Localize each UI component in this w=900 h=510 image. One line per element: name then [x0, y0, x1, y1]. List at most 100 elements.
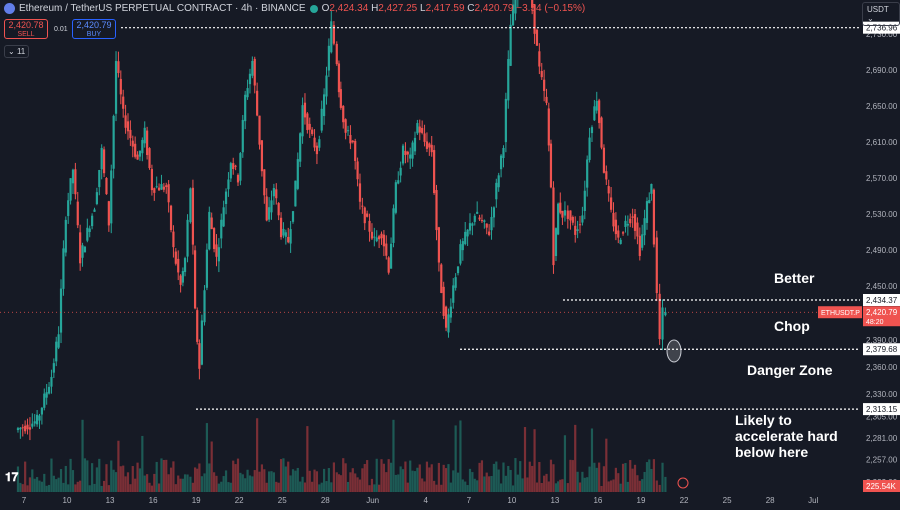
- volume-bar: [605, 438, 608, 492]
- volume-bar: [260, 464, 264, 492]
- volume-bar: [95, 467, 98, 492]
- volume-bar: [549, 459, 553, 492]
- candle-body: [409, 154, 412, 159]
- candle-body: [378, 236, 381, 240]
- candle-body: [332, 25, 336, 44]
- candle-body: [502, 148, 505, 159]
- volume-bar: [437, 462, 441, 492]
- volume-bar: [215, 475, 218, 492]
- volume-bar: [540, 482, 543, 492]
- volume-bar: [294, 470, 297, 492]
- volume-bar: [229, 482, 232, 492]
- candle-body: [485, 223, 488, 228]
- candle-body: [456, 266, 460, 274]
- currency-label: USDT: [867, 5, 889, 14]
- candle-body: [157, 187, 161, 191]
- candle-body: [658, 293, 661, 340]
- candle-body: [540, 71, 543, 78]
- candle-body: [227, 179, 230, 190]
- candle-body: [421, 127, 424, 133]
- candle-body: [349, 134, 352, 144]
- candle-body: [272, 188, 275, 197]
- symbol-tag: ETHUSDT.P: [821, 310, 860, 317]
- candle-body: [79, 232, 82, 264]
- volume-bar: [433, 480, 436, 492]
- volume-bar: [418, 464, 421, 492]
- candle-body: [361, 205, 364, 207]
- volume-bar: [318, 484, 321, 492]
- candle-body: [664, 312, 667, 316]
- volume-bar: [488, 476, 491, 492]
- candle-body: [633, 214, 637, 231]
- buy-label: BUY: [86, 31, 102, 38]
- volume-bar: [67, 484, 70, 492]
- buy-button[interactable]: 2,420.79 BUY: [72, 19, 116, 39]
- volume-bar: [349, 472, 352, 492]
- volume-bar: [83, 458, 87, 492]
- volume-bar: [52, 475, 55, 492]
- candle-body: [614, 219, 617, 235]
- volume-bar: [435, 484, 438, 492]
- volume-bar: [177, 475, 180, 492]
- candle-body: [291, 211, 295, 222]
- volume-bar: [416, 467, 419, 492]
- candle-body: [131, 140, 134, 147]
- candle-body: [196, 310, 199, 342]
- volume-bar: [533, 429, 536, 492]
- volume-bar: [449, 482, 452, 492]
- volume-bar: [330, 482, 333, 492]
- volume-bar: [88, 485, 91, 492]
- candle-body: [177, 258, 180, 273]
- volume-bar: [583, 477, 586, 492]
- volume-bar: [277, 482, 280, 492]
- volume-bar: [652, 459, 656, 492]
- candle-body: [313, 137, 316, 148]
- indicators-count: 11: [16, 47, 26, 56]
- volume-bar: [265, 482, 268, 492]
- candle-body: [172, 231, 175, 248]
- x-tick-label: 25: [723, 496, 732, 505]
- volume-bar: [519, 461, 522, 492]
- tradingview-logo-icon[interactable]: 𝟏𝟕: [5, 470, 19, 484]
- indicators-toggle[interactable]: ⌄ 11: [4, 45, 30, 58]
- volume-bar: [150, 485, 154, 492]
- candle-body: [203, 290, 206, 323]
- candle-body: [476, 211, 479, 214]
- candle-body: [275, 189, 278, 199]
- candle-body: [337, 63, 341, 93]
- candle-body: [222, 207, 225, 227]
- volume-bar: [411, 470, 414, 492]
- sell-button[interactable]: 2,420.78 SELL: [4, 19, 48, 39]
- candle-body: [296, 159, 299, 189]
- volume-bar: [160, 458, 163, 492]
- candle-body: [323, 94, 326, 117]
- candle-body: [533, 4, 536, 34]
- volume-bar: [212, 472, 216, 492]
- candle-body: [193, 250, 197, 309]
- x-tick-label: 10: [507, 496, 516, 505]
- annotation-chop: Chop: [774, 318, 810, 334]
- volume-bar: [459, 420, 462, 492]
- candle-body: [471, 223, 474, 226]
- volume-bar: [279, 459, 283, 492]
- volume-bar: [502, 462, 505, 492]
- candle-body: [270, 200, 273, 213]
- x-tick-label: 13: [106, 496, 115, 505]
- volume-bar: [81, 419, 84, 492]
- candle-body: [490, 217, 493, 231]
- candle-body: [303, 102, 307, 118]
- symbol-title[interactable]: Ethereum / TetherUS PERPETUAL CONTRACT ·…: [19, 3, 306, 14]
- volume-bar: [566, 483, 569, 492]
- currency-selector[interactable]: USDT ⌄: [862, 2, 900, 26]
- y-tick-label: 2,281.00: [866, 434, 898, 443]
- volume-bar: [413, 471, 417, 492]
- candle-body: [571, 216, 574, 223]
- candle-body: [246, 88, 249, 98]
- x-tick-label: Jun: [366, 496, 379, 505]
- volume-bar: [222, 476, 225, 492]
- volume-bar: [629, 460, 632, 492]
- volume-bar: [253, 470, 256, 492]
- candle-body: [569, 210, 572, 221]
- volume-bar: [284, 466, 287, 492]
